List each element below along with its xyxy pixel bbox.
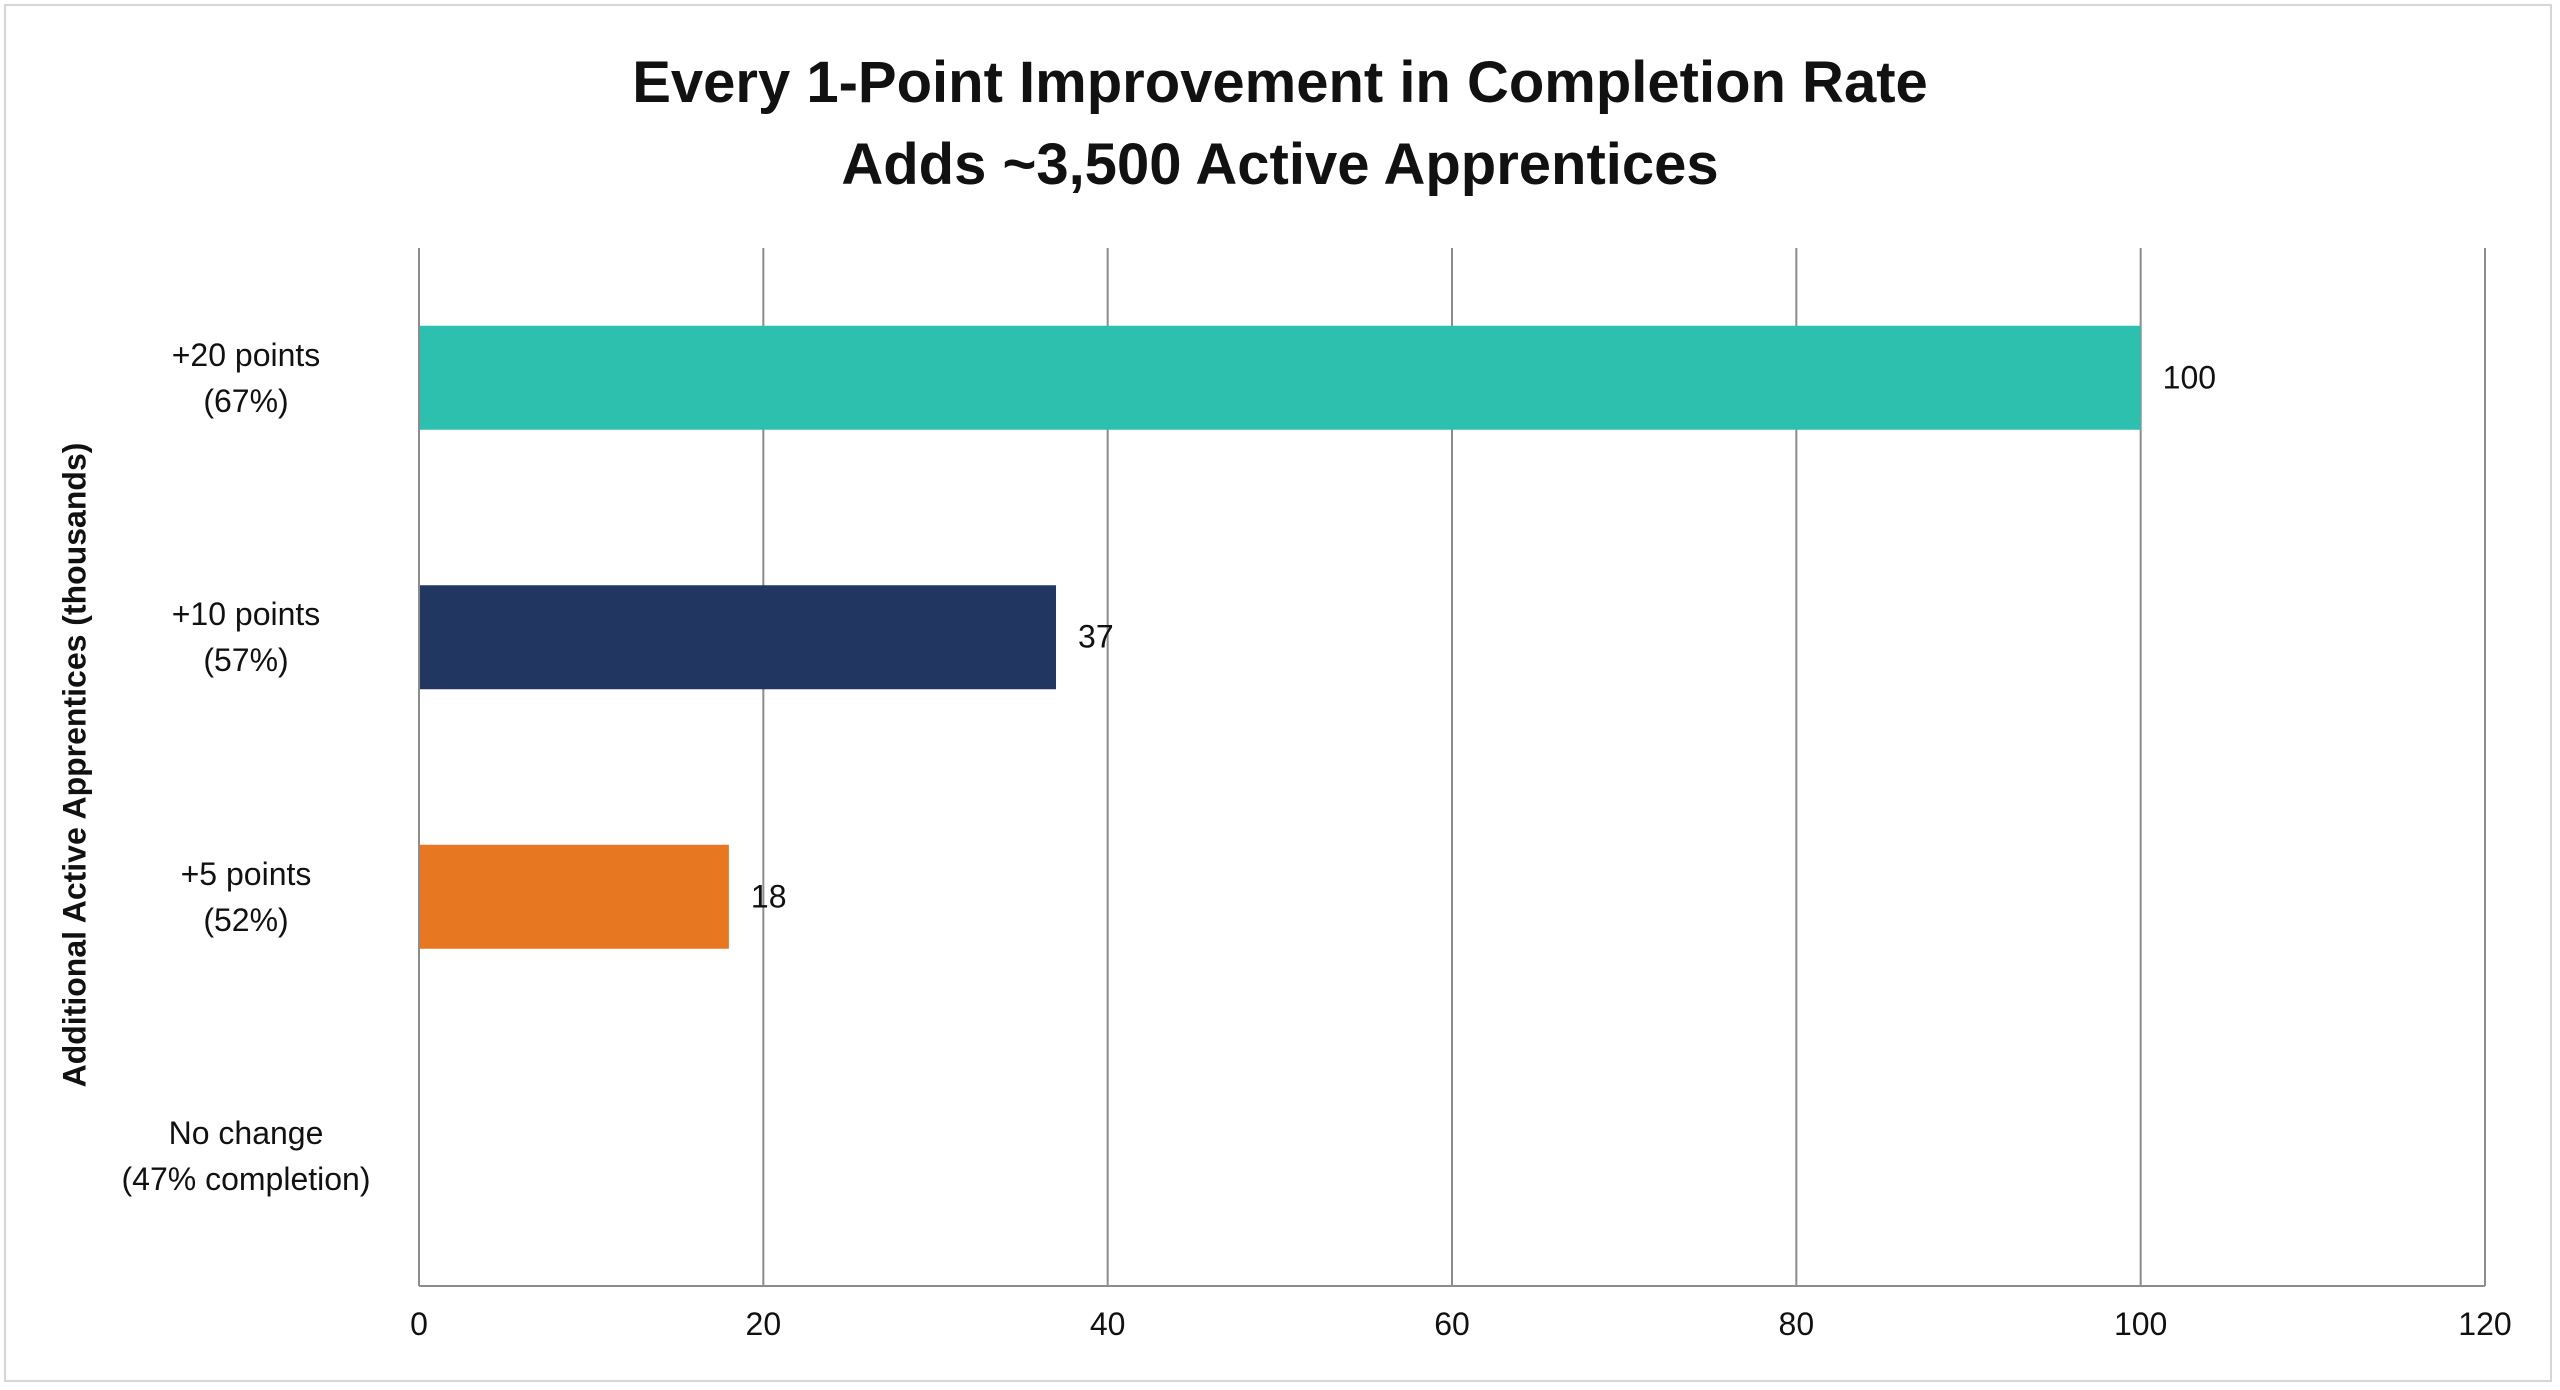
category-label-0-line-0: +20 points — [171, 336, 321, 373]
x-tick-label-120: 120 — [2458, 1306, 2512, 1342]
category-label-1-line-0: +10 points — [171, 596, 321, 633]
x-tick-label-60: 60 — [1434, 1306, 1470, 1342]
category-label-3-line-0: No change — [168, 1115, 324, 1152]
category-label-2-line-0: +5 points — [180, 855, 312, 892]
category-label-0-line-1: (67%) — [203, 382, 289, 419]
category-label-2-line-1: (52%) — [203, 901, 289, 938]
x-tick-label-20: 20 — [745, 1306, 782, 1342]
bar-1 — [420, 585, 1057, 690]
data-label-2: 18 — [750, 878, 787, 915]
category-label-1-line-1: (57%) — [203, 642, 289, 679]
chart-title-line-1: Every 1-Point Improvement in Completion … — [632, 50, 1928, 115]
chart-frame — [4, 4, 2552, 1382]
category-label-3: No change (47% completion) — [122, 1110, 371, 1202]
category-label-0: +20 points (67%) — [172, 332, 321, 424]
x-tick-label-80: 80 — [1778, 1306, 1815, 1342]
x-tick-label-0: 0 — [410, 1306, 428, 1342]
category-label-2: +5 points (52%) — [181, 851, 312, 943]
bar-2 — [420, 844, 729, 949]
data-label-1: 37 — [1078, 618, 1114, 655]
category-label-1: +10 points (57%) — [172, 591, 321, 683]
category-label-3-line-1: (47% completion) — [121, 1161, 371, 1198]
x-tick-label-100: 100 — [2113, 1306, 2168, 1342]
chart-title-line-2: Adds ~3,500 Active Apprentices — [841, 132, 1719, 197]
chart-title: Every 1-Point Improvement in Completion … — [0, 42, 2560, 206]
x-tick-label-40: 40 — [1089, 1306, 1126, 1342]
bar-0 — [420, 325, 2141, 430]
data-label-0: 100 — [2162, 359, 2217, 396]
